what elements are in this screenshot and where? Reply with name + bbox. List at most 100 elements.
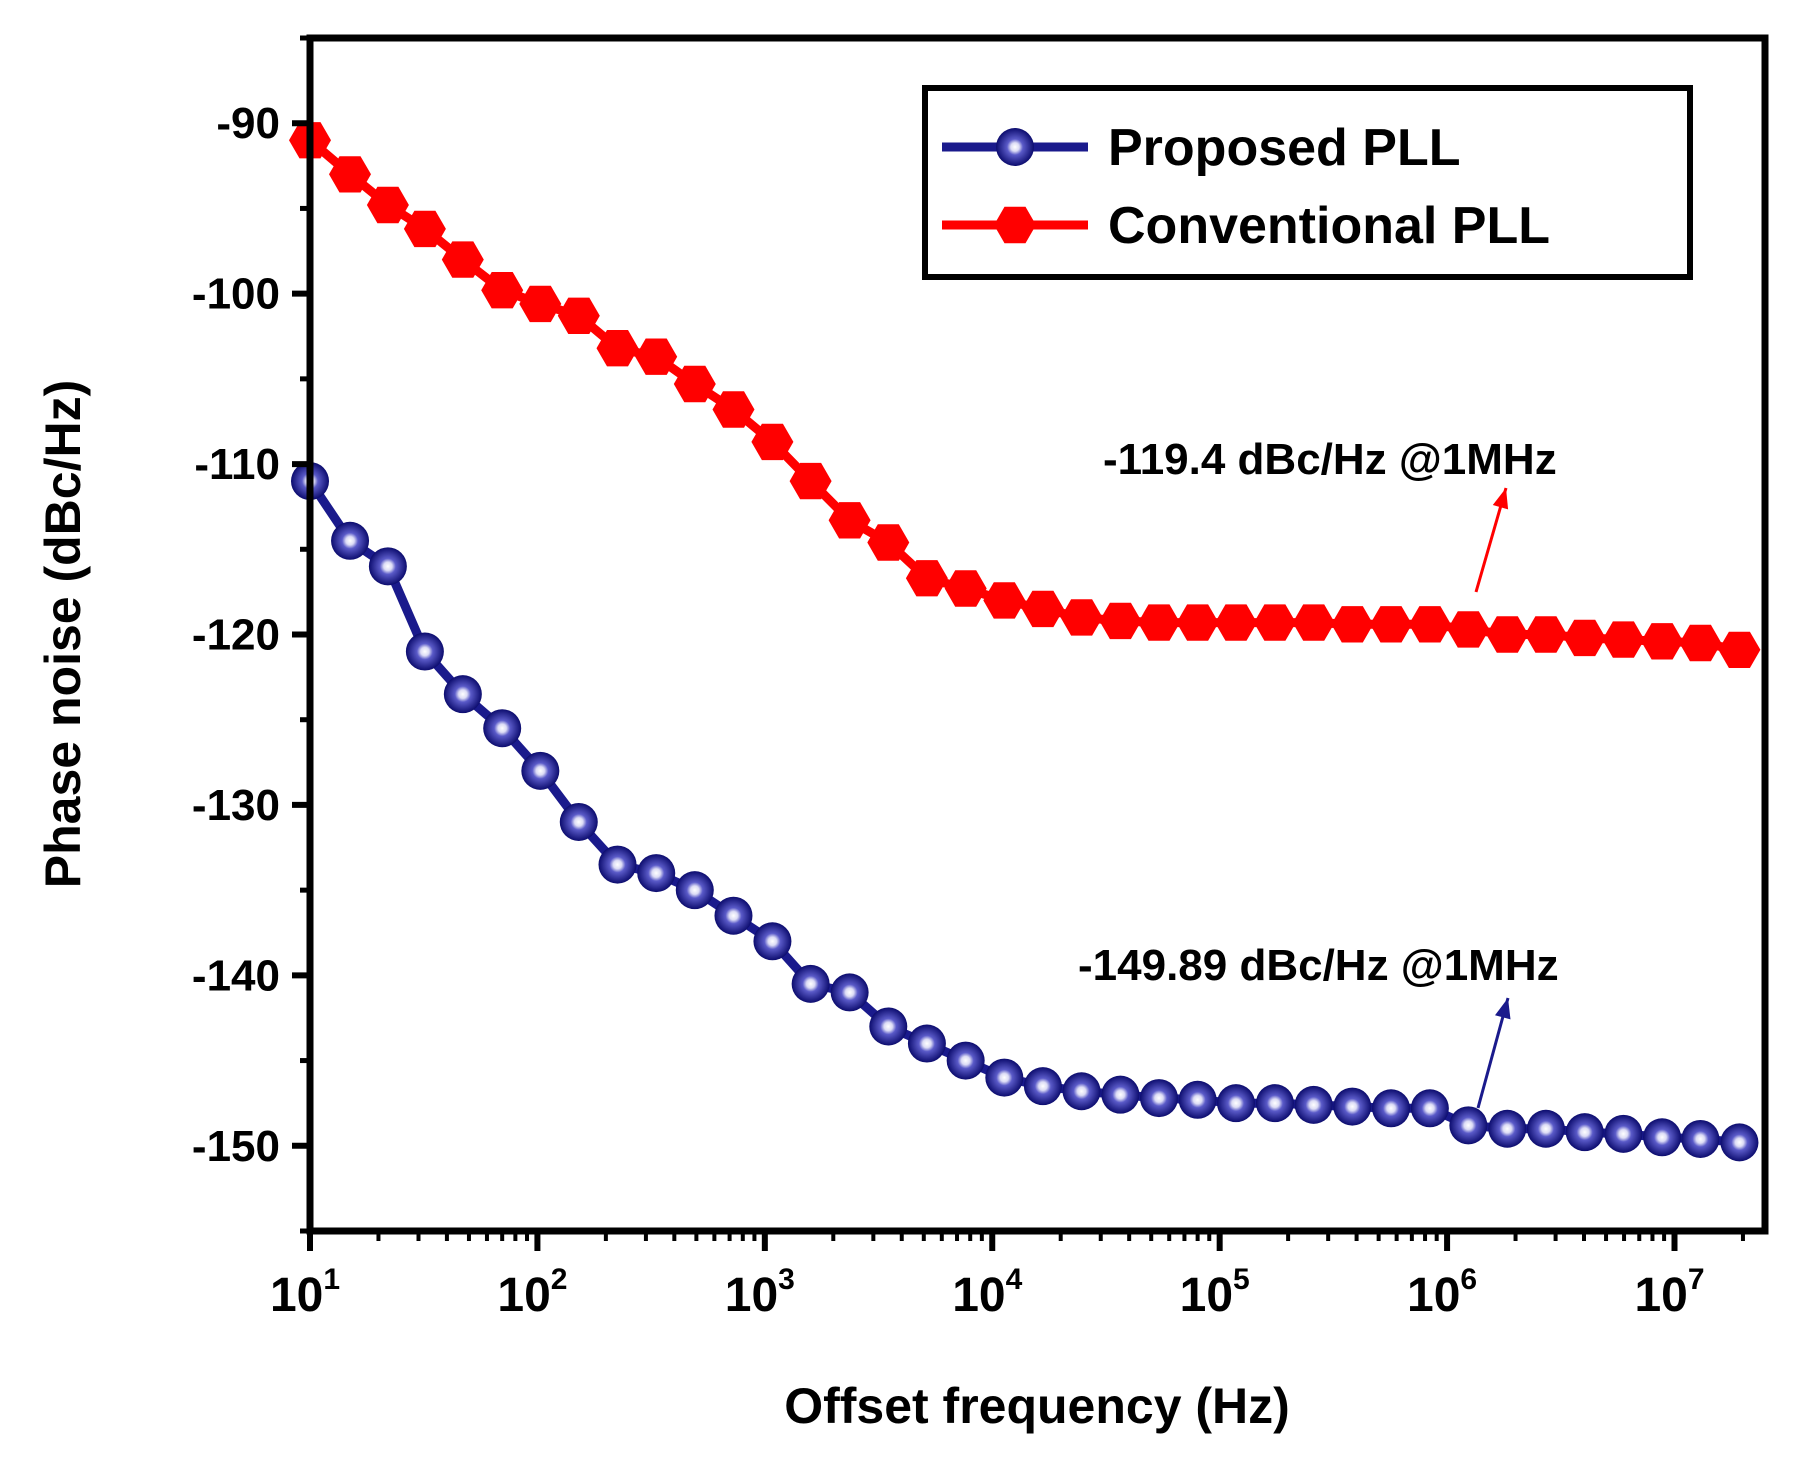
x-tick-exp-4: 5: [1233, 1263, 1250, 1296]
series-1-point-26: [1292, 604, 1335, 641]
series-1-point-8: [596, 330, 639, 367]
series-0-point-12: [753, 922, 792, 961]
series-0-point-3: [405, 632, 444, 671]
series-1: [289, 122, 1761, 668]
legend: Proposed PLL Conventional PLL: [922, 85, 1693, 280]
y-tick-label-5: -140: [192, 951, 280, 1000]
series-1-point-32: [1524, 616, 1567, 653]
series-0-point-20: [1062, 1072, 1101, 1111]
annotation-arrow-head-0: [1492, 488, 1509, 510]
x-tick-label-4: 105: [1180, 1263, 1250, 1322]
series-0-point-18: [985, 1058, 1024, 1097]
series-0-point-5: [483, 709, 522, 748]
x-tick-label-6: 107: [1634, 1263, 1704, 1322]
series-1-point-29: [1408, 606, 1451, 643]
x-tick-exp-2: 3: [778, 1263, 795, 1296]
series-0-point-6: [521, 751, 560, 790]
series-0-point-35: [1643, 1118, 1682, 1157]
series-0-point-15: [869, 1007, 908, 1046]
series-1-point-1: [329, 156, 371, 193]
series-0-point-8: [598, 845, 637, 884]
series-0-point-33: [1565, 1113, 1604, 1152]
series-1-point-23: [1176, 604, 1219, 641]
series-0-point-26: [1294, 1085, 1333, 1124]
series-1-point-19: [1021, 590, 1064, 628]
x-tick-label-1: 102: [497, 1263, 567, 1322]
legend-label-1: Conventional PLL: [1108, 197, 1550, 255]
series-0-point-4: [443, 675, 482, 714]
x-tick-exp-0: 1: [323, 1263, 340, 1296]
series-0-point-34: [1604, 1114, 1643, 1153]
series-1-point-17: [944, 570, 987, 607]
y-tick-label-3: -120: [192, 611, 280, 660]
x-tick-base-4: 10: [1180, 1269, 1233, 1322]
series-0-point-1: [331, 521, 370, 560]
series-0-point-30: [1449, 1106, 1488, 1145]
series-1-point-9: [635, 338, 678, 375]
x-tick-label-2: 103: [725, 1263, 795, 1322]
x-tick-label-3: 104: [952, 1263, 1022, 1322]
series-0-point-2: [368, 547, 407, 586]
series-0-point-29: [1410, 1089, 1449, 1128]
series-1-point-34: [1602, 621, 1645, 658]
series-1-point-33: [1563, 619, 1606, 657]
series-1-point-31: [1486, 616, 1529, 653]
series-1-point-11: [712, 391, 755, 428]
x-tick-base-0: 10: [270, 1269, 323, 1322]
series-1-point-37: [1718, 631, 1761, 668]
series-1-point-7: [557, 297, 600, 334]
legend-label-0: Proposed PLL: [1108, 119, 1460, 177]
series-1-point-36: [1679, 624, 1722, 662]
series-1-point-18: [983, 582, 1026, 619]
series-0-point-11: [714, 896, 753, 935]
series-1-point-35: [1641, 623, 1684, 660]
series-0-point-22: [1139, 1079, 1178, 1118]
series-0-line: [306, 478, 1740, 1147]
series-1-point-21: [1099, 602, 1142, 640]
x-tick-base-3: 10: [952, 1269, 1005, 1322]
annotation-label-0: -119.4 dBc/Hz @1MHz: [1103, 435, 1557, 484]
x-tick-exp-3: 4: [1006, 1263, 1023, 1296]
series-1-point-30: [1447, 611, 1490, 648]
x-tick-exp-5: 6: [1460, 1263, 1477, 1296]
series-0-point-25: [1255, 1084, 1294, 1123]
plot-area: [289, 122, 1761, 1162]
x-tick-exp-6: 7: [1688, 1263, 1705, 1296]
series-1-point-15: [867, 524, 910, 561]
series-0-point-28: [1372, 1089, 1411, 1128]
series-0-point-32: [1526, 1109, 1565, 1148]
series-0-point-14: [830, 973, 869, 1012]
y-axis: -90 -100 -110 -120 -130 -140 -150: [192, 35, 310, 1234]
y-tick-label-2: -110: [194, 440, 280, 489]
series-1-point-24: [1215, 604, 1257, 641]
series-0-point-23: [1178, 1080, 1217, 1119]
series-0-point-13: [791, 964, 830, 1003]
x-axis: 101 102 103 104 105 106 107: [270, 1231, 1745, 1322]
series-0: [291, 462, 1759, 1162]
series-1-point-2: [366, 186, 409, 224]
series-0-point-7: [559, 802, 598, 841]
series-1-point-5: [481, 272, 524, 309]
annotations: -119.4 dBc/Hz @1MHz -149.89 dBc/Hz @1MHz: [1078, 435, 1559, 1109]
series-1-point-10: [673, 365, 716, 403]
series-0-point-9: [637, 854, 676, 893]
series-0-point-10: [675, 871, 714, 910]
y-tick-label-1: -100: [192, 270, 280, 319]
series-0-point-27: [1333, 1087, 1372, 1126]
x-tick-label-0: 101: [270, 1263, 340, 1322]
y-tick-label-0: -90: [216, 99, 280, 148]
series-0-point-19: [1023, 1067, 1062, 1106]
series-1-point-28: [1370, 606, 1412, 643]
y-tick-label-6: -150: [192, 1122, 280, 1171]
series-1-point-27: [1331, 606, 1374, 643]
x-tick-label-5: 106: [1407, 1263, 1477, 1322]
legend-box: [922, 85, 1693, 280]
annotation-label-1: -149.89 dBc/Hz @1MHz: [1078, 941, 1559, 990]
series-1-point-14: [828, 502, 871, 539]
series-1-point-3: [403, 210, 446, 248]
annotation-arrow-head-1: [1495, 998, 1511, 1020]
series-1-point-12: [751, 423, 794, 461]
x-tick-base-6: 10: [1634, 1269, 1687, 1322]
x-tick-base-5: 10: [1407, 1269, 1460, 1322]
